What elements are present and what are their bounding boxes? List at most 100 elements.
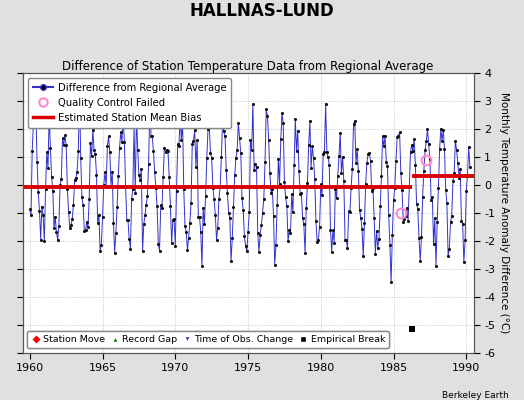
Point bbox=[139, 221, 148, 228]
Point bbox=[302, 205, 310, 211]
Point bbox=[313, 239, 321, 245]
Point bbox=[318, 192, 326, 198]
Point bbox=[274, 156, 282, 162]
Point bbox=[235, 135, 244, 141]
Point bbox=[390, 185, 399, 192]
Point bbox=[364, 151, 372, 157]
Point bbox=[201, 192, 210, 199]
Point bbox=[409, 148, 417, 155]
Point bbox=[61, 132, 69, 139]
Point bbox=[73, 169, 81, 175]
Point bbox=[288, 191, 296, 198]
Point bbox=[290, 162, 298, 169]
Point bbox=[383, 163, 391, 169]
Point bbox=[158, 205, 166, 212]
Point bbox=[191, 127, 199, 134]
Point bbox=[396, 129, 404, 136]
Point bbox=[57, 176, 66, 182]
Point bbox=[102, 183, 111, 190]
Point bbox=[126, 246, 135, 252]
Point bbox=[439, 127, 447, 133]
Point bbox=[280, 179, 289, 186]
Point bbox=[53, 236, 62, 243]
Point bbox=[178, 118, 187, 124]
Point bbox=[146, 104, 154, 110]
Point bbox=[68, 216, 77, 223]
Point bbox=[346, 209, 354, 216]
Point bbox=[404, 218, 412, 224]
Point bbox=[389, 197, 398, 204]
Point bbox=[400, 216, 409, 222]
Point bbox=[137, 166, 146, 172]
Point bbox=[286, 230, 294, 236]
Point bbox=[311, 176, 319, 182]
Point bbox=[181, 223, 189, 230]
Point bbox=[278, 110, 286, 116]
Point bbox=[238, 194, 246, 201]
Point bbox=[157, 202, 165, 208]
Point bbox=[34, 189, 42, 196]
Point bbox=[182, 228, 190, 235]
Point bbox=[399, 219, 408, 225]
Point bbox=[92, 171, 101, 178]
Point bbox=[97, 242, 105, 248]
Point bbox=[461, 237, 470, 244]
Point bbox=[393, 133, 401, 140]
Point bbox=[369, 185, 377, 191]
Point bbox=[188, 141, 196, 147]
Point bbox=[367, 188, 376, 194]
Point bbox=[40, 238, 49, 244]
Point bbox=[291, 116, 300, 122]
Point bbox=[398, 187, 406, 193]
Point bbox=[326, 226, 335, 233]
Point bbox=[115, 145, 124, 152]
Point bbox=[462, 188, 471, 194]
Point bbox=[405, 184, 413, 190]
Point bbox=[28, 148, 36, 154]
Point bbox=[47, 174, 56, 180]
Point bbox=[303, 180, 312, 186]
Point bbox=[410, 136, 418, 142]
Point bbox=[37, 236, 45, 243]
Point bbox=[293, 128, 302, 134]
Point bbox=[436, 126, 445, 132]
Point bbox=[428, 194, 436, 200]
Point bbox=[381, 133, 389, 139]
Point bbox=[251, 161, 259, 167]
Point bbox=[440, 146, 449, 152]
Point bbox=[443, 199, 451, 206]
Point bbox=[174, 142, 183, 149]
Point bbox=[149, 148, 158, 154]
Point bbox=[228, 235, 236, 241]
Point bbox=[112, 230, 120, 236]
Point bbox=[417, 234, 425, 240]
Point bbox=[320, 148, 329, 155]
Point bbox=[120, 138, 128, 145]
Point bbox=[316, 181, 325, 188]
Point bbox=[122, 183, 130, 189]
Point bbox=[265, 136, 273, 143]
Point bbox=[321, 100, 330, 107]
Point bbox=[194, 214, 202, 220]
Point bbox=[135, 172, 143, 178]
Point bbox=[339, 154, 347, 160]
Point bbox=[31, 108, 40, 115]
Point bbox=[257, 222, 266, 228]
Point bbox=[331, 186, 340, 192]
Point bbox=[402, 204, 411, 211]
Point bbox=[304, 142, 313, 148]
Text: HALLNAS-LUND: HALLNAS-LUND bbox=[190, 2, 334, 20]
Point bbox=[249, 100, 257, 107]
Point bbox=[236, 150, 245, 156]
Point bbox=[273, 202, 281, 208]
Point bbox=[227, 258, 235, 264]
Point bbox=[245, 209, 254, 216]
Point bbox=[423, 126, 432, 132]
Point bbox=[214, 225, 222, 231]
Point bbox=[277, 136, 285, 143]
Point bbox=[169, 216, 177, 223]
Point bbox=[90, 146, 98, 153]
Point bbox=[334, 172, 342, 179]
Point bbox=[374, 244, 382, 251]
Point bbox=[27, 212, 35, 218]
